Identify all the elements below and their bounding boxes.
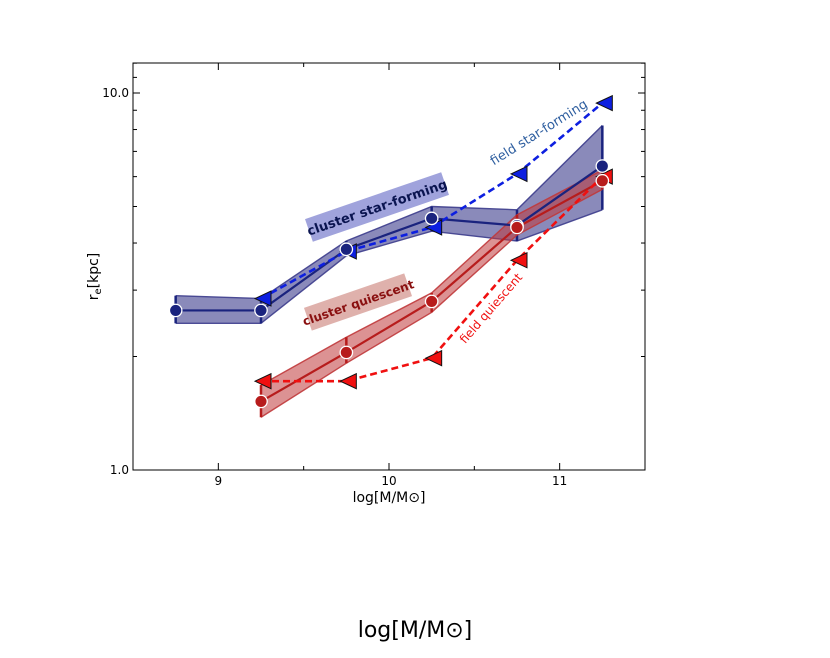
cluster-star-forming-point (424, 211, 439, 226)
cluster-star-forming-band-upper (175, 124, 603, 300)
y-tick-label: 1.0 (110, 463, 129, 477)
plot-frame (132, 62, 646, 471)
x-tick-label: 9 (215, 474, 223, 488)
field-star-forming-point (595, 94, 613, 112)
axes: 9 10 11 1.0 10.0 log[M/M⊙] re[kpc] (86, 62, 646, 506)
x-tick-label: 10 (381, 474, 396, 488)
field-quiescent-point (509, 251, 528, 269)
y-tick-label: 10.0 (102, 86, 129, 100)
cluster-star-forming-point (595, 159, 610, 173)
field-star-forming-point (509, 165, 528, 183)
x-axis-label: log[M/M⊙] (353, 490, 426, 506)
cluster-quiescent-point (424, 294, 439, 309)
error-bands (174, 124, 604, 418)
cluster-quiescent-point (510, 220, 524, 235)
y-axis-label: re[kpc] (86, 253, 104, 301)
field-quiescent-point (424, 349, 443, 367)
cluster-quiescent-point (339, 345, 354, 360)
field-star-forming-line (260, 102, 604, 300)
cluster-star-forming-line (175, 165, 603, 312)
cluster-star-forming-point (168, 303, 183, 318)
cluster-star-forming-point (254, 303, 268, 318)
cluster-star-forming-band-lower (175, 209, 603, 324)
cluster-star-forming-point (339, 242, 354, 257)
field-star-forming-point (253, 290, 272, 307)
cluster-star-forming-label-box (305, 172, 449, 242)
series-lines (175, 102, 604, 403)
field-quiescent-line (261, 175, 604, 383)
bottom-axis-caption: log[M/M⊙] (357, 618, 473, 643)
cluster-quiescent-label-box (303, 273, 413, 331)
series-markers (168, 94, 613, 409)
x-tick-label: 11 (552, 474, 567, 488)
cluster-quiescent-point (254, 394, 268, 409)
cluster-quiescent-point (595, 173, 610, 188)
field-quiescent-label: field quiescent (457, 270, 526, 346)
field-quiescent-point (253, 372, 272, 390)
field-quiescent-point (339, 372, 357, 390)
